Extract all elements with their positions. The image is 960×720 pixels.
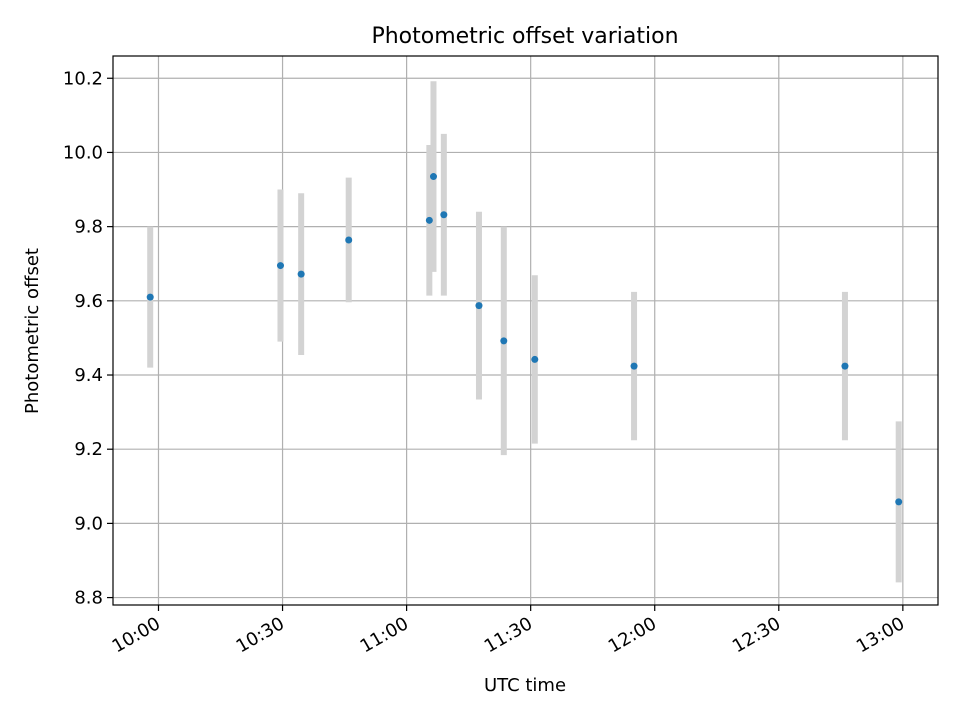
grid-lines bbox=[113, 56, 938, 605]
error-bars bbox=[147, 81, 902, 583]
y-tick-label-2: 9.2 bbox=[74, 439, 103, 460]
x-tick-label-2: 11:00 bbox=[357, 613, 412, 657]
data-point-9 bbox=[531, 355, 539, 363]
x-tick-label-0: 10:00 bbox=[109, 613, 164, 657]
x-axis-ticks: 10:00 10:30 11:00 11:30 12:00 12:30 13:00 bbox=[109, 605, 908, 657]
x-tick-label-5: 12:30 bbox=[729, 613, 784, 657]
y-tick-label-4: 9.6 bbox=[74, 291, 103, 312]
x-tick-label-1: 10:30 bbox=[233, 613, 288, 657]
chart-title: Photometric offset variation bbox=[371, 24, 678, 49]
data-point-4 bbox=[425, 216, 433, 224]
x-tick-label-6: 13:00 bbox=[853, 613, 908, 657]
y-tick-label-5: 9.8 bbox=[74, 217, 103, 238]
x-tick-label-3: 11:30 bbox=[481, 613, 536, 657]
data-point-6 bbox=[440, 211, 448, 219]
data-point-11 bbox=[841, 362, 849, 370]
y-tick-label-1: 9.0 bbox=[74, 513, 103, 534]
data-point-12 bbox=[895, 498, 903, 506]
data-point-3 bbox=[345, 236, 353, 244]
x-axis-label: UTC time bbox=[484, 675, 566, 696]
y-axis-ticks: 8.8 9.0 9.2 9.4 9.6 9.8 10.0 10.2 bbox=[63, 68, 113, 609]
data-point-5 bbox=[429, 173, 437, 181]
data-point-10 bbox=[630, 362, 638, 370]
y-axis-label: Photometric offset bbox=[22, 248, 43, 414]
y-tick-label-7: 10.2 bbox=[63, 68, 103, 89]
y-tick-label-3: 9.4 bbox=[74, 365, 103, 386]
data-point-7 bbox=[475, 302, 483, 310]
data-points bbox=[146, 173, 903, 506]
data-point-0 bbox=[146, 293, 154, 301]
data-point-2 bbox=[297, 270, 305, 278]
data-point-1 bbox=[276, 262, 284, 270]
plot-frame bbox=[112, 55, 939, 606]
y-tick-label-6: 10.0 bbox=[63, 142, 103, 163]
data-point-8 bbox=[500, 337, 508, 345]
x-tick-label-4: 12:00 bbox=[605, 613, 660, 657]
y-tick-label-0: 8.8 bbox=[74, 588, 103, 609]
